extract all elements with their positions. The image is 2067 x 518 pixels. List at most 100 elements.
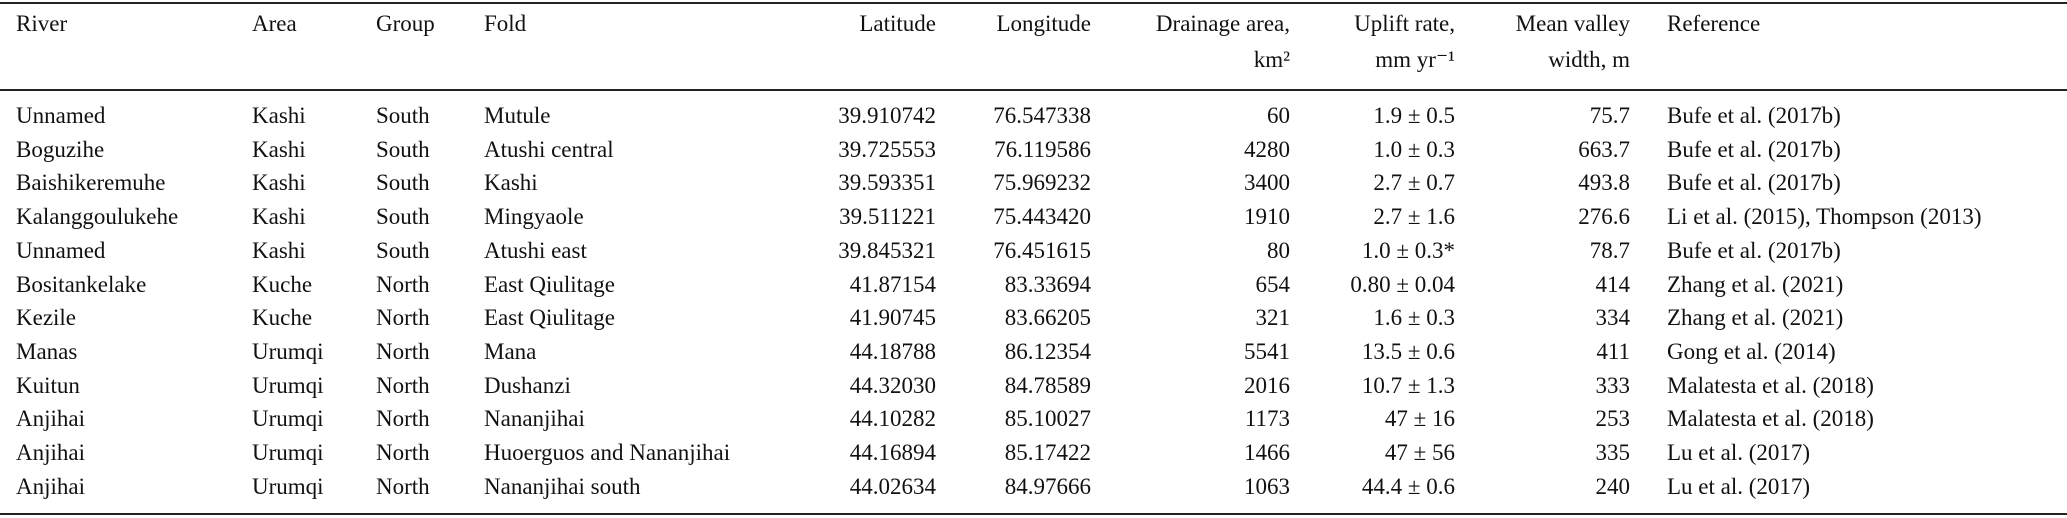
cell: 44.10282 [849,406,936,432]
cell: 75.443420 [993,204,1091,230]
cell: Kashi [252,170,306,196]
cell: 334 [1595,305,1631,331]
cell: 321 [1255,305,1291,331]
cell: 13.5 ± 0.6 [1361,338,1455,364]
header-cell: width, m [1548,47,1630,72]
cell: 240 [1595,473,1631,499]
cell: 86.12354 [1004,338,1091,364]
cell: Urumqi [252,440,324,465]
cell: Li et al. (2015), Thompson (2013) [1667,204,1982,230]
cell: 44.02634 [849,473,936,499]
cell: 83.66205 [1004,305,1091,331]
cell: North [376,271,430,297]
cell: South [376,103,430,128]
cell: 493.8 [1578,170,1630,196]
cell: 84.97666 [1004,473,1091,499]
cell: Atushi east [484,237,587,263]
cell: Kashi [252,103,306,128]
header-cell: River [16,11,68,36]
cell: 41.87154 [849,271,936,297]
cell: 0.80 ± 0.04 [1350,271,1455,297]
cell: Bufe et al. (2017b) [1667,136,1841,162]
cell: Atushi central [484,136,614,162]
cell: 44.32030 [849,372,936,398]
cell: Zhang et al. (2021) [1667,305,1844,331]
cell: 85.17422 [1004,440,1091,465]
cell: Gong et al. (2014) [1667,338,1836,364]
cell: 411 [1596,338,1630,364]
cell: Bositankelake [16,271,147,297]
header-cell: Group [376,11,435,36]
cell: 44.4 ± 0.6 [1361,473,1455,499]
cell: 76.119586 [994,136,1091,162]
cell: Kashi [252,136,306,162]
cell: Anjihai [16,440,85,465]
cell: 2016 [1244,372,1290,398]
cell: Mingyaole [484,204,584,230]
cell: 1910 [1244,204,1290,230]
cell: 10.7 ± 1.3 [1361,372,1455,398]
cell: North [376,440,430,465]
cell: North [376,372,430,398]
header-cell: Uplift rate, [1354,11,1455,36]
header-cell: Longitude [996,11,1091,36]
cell: Mutule [484,103,551,128]
bottom-rule [0,513,2067,515]
cell: 1173 [1244,406,1290,432]
cell: North [376,338,430,364]
cell: Bufe et al. (2017b) [1667,170,1841,196]
cell: Urumqi [252,473,324,499]
cell: 253 [1595,406,1631,432]
cell: Boguzihe [16,136,105,162]
cell: 78.7 [1589,237,1630,263]
cell: Kuche [252,271,313,297]
cell: Zhang et al. (2021) [1667,271,1844,297]
cell: 1.6 ± 0.3 [1373,305,1455,331]
cell: 1.0 ± 0.3* [1361,237,1455,263]
header-cell: Fold [484,11,527,36]
cell: Baishikeremuhe [16,170,166,196]
cell: Nananjihai south [484,473,641,499]
cell: Lu et al. (2017) [1667,440,1811,465]
cell: North [376,305,430,331]
cell: Manas [16,338,78,364]
cell: 39.725553 [838,136,936,162]
cell: 76.451615 [993,237,1091,263]
cell: South [376,136,430,162]
cell: South [376,204,430,230]
cell: 654 [1255,271,1291,297]
header-cell: Mean valley [1515,11,1630,36]
cell: Kuitun [16,372,80,398]
cell: Kuche [252,305,313,331]
cell: 1.0 ± 0.3 [1373,136,1455,162]
cell: 333 [1595,372,1631,398]
cell: Kezile [16,305,77,331]
cell: Nananjihai [484,406,585,432]
cell: 335 [1595,440,1631,465]
cell: Unnamed [16,103,106,128]
cell: 1.9 ± 0.5 [1373,103,1455,128]
header-cell: Latitude [859,11,936,36]
header-rule [0,89,2067,91]
header-cell: km² [1253,47,1290,72]
cell: Mana [484,338,537,364]
cell: 85.10027 [1004,406,1091,432]
cell: Urumqi [252,372,324,398]
cell: Malatesta et al. (2018) [1667,372,1874,398]
cell: 39.910742 [838,103,936,128]
cell: South [376,170,430,196]
top-rule [0,2,2067,4]
cell: Unnamed [16,237,106,263]
cell: North [376,406,430,432]
cell: 39.593351 [838,170,936,196]
cell: 5541 [1244,338,1290,364]
cell: Kashi [252,204,306,230]
cell: Bufe et al. (2017b) [1667,103,1841,128]
cell: 663.7 [1578,136,1630,162]
header-cell: Drainage area, [1155,11,1290,36]
cell: Urumqi [252,338,324,364]
cell: 75.7 [1589,103,1630,128]
cell: 414 [1595,271,1631,297]
cell: 47 ± 16 [1384,406,1455,432]
